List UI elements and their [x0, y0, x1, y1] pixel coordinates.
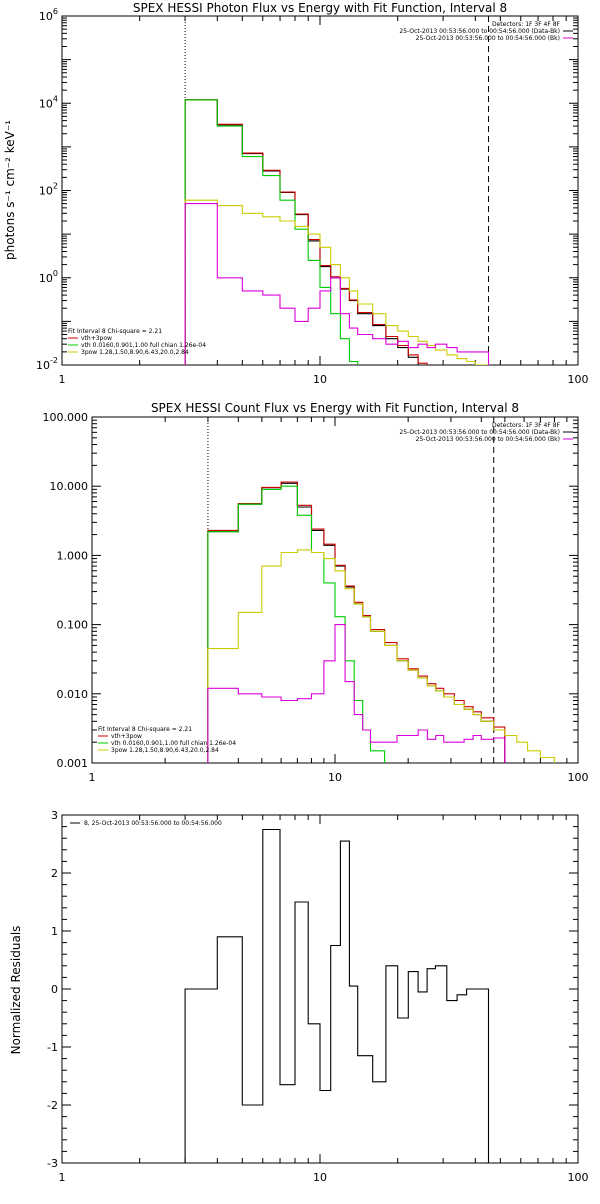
- y-tick-label: -3: [47, 1157, 58, 1170]
- x-tick-label: 10: [313, 1171, 327, 1184]
- y-tick-label: 2: [51, 867, 58, 880]
- x-tick-label: 1: [89, 771, 96, 784]
- y-tick-label: 10.000: [50, 480, 89, 493]
- fit-legend-entry: vth 0.0160,0.901,1.00 full chian 1.26e-0…: [81, 342, 206, 349]
- y-tick-label: 102: [39, 182, 58, 198]
- series-line-vth-3pow: [207, 481, 506, 763]
- x-tick-label: 100: [568, 1171, 589, 1184]
- fit-legend-entry: Fit Interval 8 Chi-square = 2.21: [68, 328, 162, 335]
- y-tick-base: 10: [36, 359, 50, 372]
- series-line-vth-3pow: [184, 99, 428, 365]
- y-tick-label: 104: [39, 94, 58, 110]
- y-tick-label: 0.100: [57, 619, 89, 632]
- legend-entry: Detectors: 1F 3F 4F 8F: [492, 21, 561, 28]
- x-tick-label: 10: [313, 373, 327, 386]
- legend-entry: Detectors: 1F 3F 4F 8F: [492, 422, 561, 429]
- series-line-vth: [184, 99, 359, 365]
- legend-entry: 8, 25-Oct-2013 00:53:56.000 to 00:54:56.…: [84, 820, 222, 827]
- series-line-data-bk: [207, 482, 506, 763]
- y-tick-label: 1: [51, 925, 58, 938]
- series-line-8-25-oct-2013-00-53-56-000-to-00-54-56-000: [184, 828, 490, 1163]
- fit-legend-entry: 3pow 1.28,1.50,8.90,6.43,20.0,2.84: [81, 349, 189, 356]
- y-tick-label: 3: [51, 809, 58, 822]
- series-line-vth: [207, 485, 386, 763]
- series-line-3pow: [207, 549, 556, 763]
- legend-entry: 25-Oct-2013 00:53:56.000 to 00:54:56.000…: [399, 429, 560, 436]
- fit-legend-entry: vth 0.0160,0.901,1.00 full chian 1.26e-0…: [111, 740, 236, 747]
- y-axis-label: Normalized Residuals: [9, 926, 23, 1055]
- series-line-3pow: [184, 199, 490, 365]
- y-tick-base: 10: [39, 185, 53, 198]
- series-group: [184, 828, 490, 1163]
- series-line-data-bk: [184, 99, 428, 365]
- fit-legend-entry: vth+3pow: [111, 733, 142, 740]
- legend-entry: 25-Oct-2013 00:53:56.000 to 00:54:56.000…: [416, 436, 560, 443]
- fit-legend-entry: Fit Interval 8 Chi-square = 2.21: [98, 726, 192, 733]
- panel-2: SPEX HESSI Count Flux vs Energy with Fit…: [43, 401, 589, 784]
- x-tick-label: 100: [568, 771, 589, 784]
- series-line-bk: [184, 203, 490, 365]
- y-tick-label: 10-2: [36, 356, 58, 372]
- y-tick-label: 106: [39, 7, 58, 23]
- panel-3: 1 10 100 -3 -2 -1 0 1 2 3 Normalized Residuals 8, 2…: [9, 809, 589, 1184]
- series-group: [184, 99, 490, 365]
- y-tick-label: -1: [47, 1041, 58, 1054]
- chart-title: SPEX HESSI Count Flux vs Energy with Fit…: [151, 401, 519, 415]
- series-line-bk: [207, 624, 506, 763]
- axes-frame: [61, 814, 579, 1164]
- y-tick-label: 100: [39, 269, 58, 285]
- fit-legend-entry: vth+3pow: [81, 335, 112, 342]
- y-tick-exponent: 6: [53, 7, 58, 16]
- x-tick-label: 1: [59, 373, 66, 386]
- legend-entry: 25-Oct-2013 00:53:56.000 to 00:54:56.000…: [399, 28, 560, 35]
- y-tick-label: 1.000: [57, 549, 89, 562]
- y-tick-base: 10: [39, 10, 53, 23]
- chart-title: SPEX HESSI Photon Flux vs Energy with Fi…: [133, 1, 507, 15]
- y-tick-label: -2: [47, 1099, 58, 1112]
- series-group: [207, 481, 556, 763]
- y-tick-label: 0.001: [57, 757, 89, 770]
- axes-frame: [61, 15, 579, 366]
- y-tick-base: 10: [39, 97, 53, 110]
- y-tick-exponent: -2: [50, 356, 58, 365]
- legend-entry: 25-Oct-2013 00:53:56.000 to 00:54:56.000…: [416, 35, 560, 42]
- x-tick-label: 1: [59, 1171, 66, 1184]
- y-tick-base: 10: [39, 272, 53, 285]
- fit-legend-entry: 3pow 1.28,1.50,8.90,6.43,20.0,2.84: [111, 747, 219, 754]
- y-tick-exponent: 4: [53, 94, 58, 103]
- panel-1: SPEX HESSI Photon Flux vs Energy with Fi…: [3, 1, 589, 386]
- y-axis-label: photons s⁻¹ cm⁻² keV⁻¹: [3, 120, 17, 260]
- y-tick-label: 0.010: [57, 688, 89, 701]
- x-tick-label: 10: [328, 771, 342, 784]
- y-tick-label: 0: [51, 983, 58, 996]
- y-tick-exponent: 0: [53, 269, 58, 278]
- y-tick-exponent: 2: [53, 182, 58, 191]
- x-tick-label: 100: [568, 373, 589, 386]
- y-tick-label: 100.000: [43, 411, 89, 424]
